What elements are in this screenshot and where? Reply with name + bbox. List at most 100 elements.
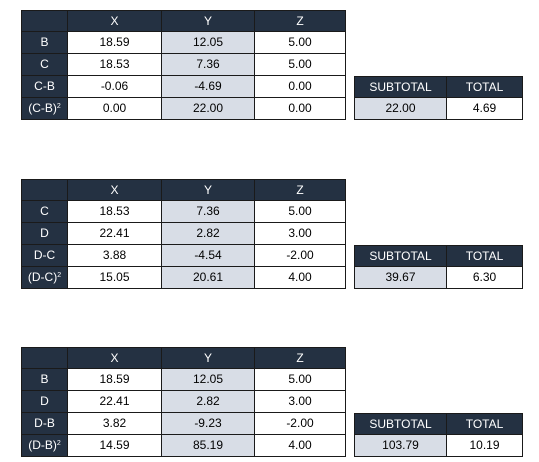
table-row: D 22.41 2.82 3.00 [21, 391, 523, 413]
row-label: D-C [21, 245, 68, 267]
header-y: Y [162, 10, 255, 32]
row-label: (C-B)2 [21, 98, 68, 120]
header-x: X [68, 10, 162, 32]
row-label: C [21, 54, 68, 76]
cell-y: 20.61 [162, 267, 255, 289]
row-label: C-B [21, 76, 68, 98]
table-row: (D-C)2 15.05 20.61 4.00 39.67 6.30 [21, 267, 523, 289]
row-label: B [21, 32, 68, 54]
subtotal-value: 103.79 [354, 435, 447, 457]
table-row: C-B -0.06 -4.69 0.00 SUBTOTAL TOTAL [21, 76, 523, 98]
table-row: D 22.41 2.82 3.00 [21, 223, 523, 245]
cell-y: 7.36 [162, 201, 255, 223]
cell-z: 0.00 [255, 98, 346, 120]
total-header: TOTAL [447, 413, 523, 435]
cell-y: -9.23 [162, 413, 255, 435]
cell-y: 7.36 [162, 54, 255, 76]
spacer [346, 76, 354, 98]
cell-y: -4.69 [162, 76, 255, 98]
subtotal-header: SUBTOTAL [354, 245, 447, 267]
table-row: (C-B)2 0.00 22.00 0.00 22.00 4.69 [21, 98, 523, 120]
spacer [346, 245, 354, 267]
row-label: C [21, 201, 68, 223]
cell-x: 0.00 [68, 98, 162, 120]
cell-x: 18.59 [68, 32, 162, 54]
cell-x: 3.82 [68, 413, 162, 435]
cell-z: -2.00 [255, 245, 346, 267]
total-value: 6.30 [447, 267, 523, 289]
subtotal-value: 39.67 [354, 267, 447, 289]
row-label: B [21, 369, 68, 391]
cell-y: 22.00 [162, 98, 255, 120]
cell-z: 5.00 [255, 54, 346, 76]
header-z: Z [255, 10, 346, 32]
cell-y: 12.05 [162, 32, 255, 54]
row-label-text: (D-C) [27, 270, 58, 284]
cell-z: 5.00 [255, 369, 346, 391]
corner-cell [21, 179, 68, 201]
cell-x: 18.53 [68, 54, 162, 76]
corner-cell [21, 347, 68, 369]
cell-z: 4.00 [255, 267, 346, 289]
total-header: TOTAL [447, 245, 523, 267]
header-row: X Y Z [21, 347, 523, 369]
spacer [346, 413, 354, 435]
table-row: C 18.53 7.36 5.00 [21, 201, 523, 223]
subtotal-header: SUBTOTAL [354, 413, 447, 435]
row-label: D [21, 391, 68, 413]
superscript: 2 [56, 440, 61, 447]
row-label: D-B [21, 413, 68, 435]
superscript: 2 [57, 272, 62, 279]
cell-x: 22.41 [68, 223, 162, 245]
table-row: B 18.59 12.05 5.00 [21, 369, 523, 391]
row-label-text: (D-B) [28, 438, 57, 452]
header-z: Z [255, 347, 346, 369]
header-row: X Y Z [21, 10, 523, 32]
table-row: C 18.53 7.36 5.00 [21, 54, 523, 76]
cell-y: 2.82 [162, 223, 255, 245]
cell-x: 3.88 [68, 245, 162, 267]
cell-x: 22.41 [68, 391, 162, 413]
cell-z: 5.00 [255, 32, 346, 54]
spacer [346, 98, 354, 120]
header-x: X [68, 179, 162, 201]
cell-x: 14.59 [68, 435, 162, 457]
total-header: TOTAL [447, 76, 523, 98]
total-value: 4.69 [447, 98, 523, 120]
cell-z: 3.00 [255, 223, 346, 245]
cell-x: 18.53 [68, 201, 162, 223]
cell-z: 3.00 [255, 391, 346, 413]
table-row: (D-B)2 14.59 85.19 4.00 103.79 10.19 [21, 435, 523, 457]
header-y: Y [162, 179, 255, 201]
header-z: Z [255, 179, 346, 201]
row-label: D [21, 223, 68, 245]
cell-z: -2.00 [255, 413, 346, 435]
cell-z: 4.00 [255, 435, 346, 457]
table-row: D-C 3.88 -4.54 -2.00 SUBTOTAL TOTAL [21, 245, 523, 267]
cell-y: 12.05 [162, 369, 255, 391]
subtotal-value: 22.00 [354, 98, 447, 120]
row-label-text: (C-B) [28, 101, 57, 115]
corner-cell [21, 10, 68, 32]
table-row: D-B 3.82 -9.23 -2.00 SUBTOTAL TOTAL [21, 413, 523, 435]
header-x: X [68, 347, 162, 369]
cell-y: -4.54 [162, 245, 255, 267]
cell-y: 2.82 [162, 391, 255, 413]
superscript: 2 [56, 103, 61, 110]
distance-table-c-b: X Y Z B 18.59 12.05 5.00 C 18.53 7.36 5.… [21, 10, 523, 120]
row-label: (D-B)2 [21, 435, 68, 457]
row-label: (D-C)2 [21, 267, 68, 289]
total-value: 10.19 [447, 435, 523, 457]
cell-y: 85.19 [162, 435, 255, 457]
distance-table-d-c: X Y Z C 18.53 7.36 5.00 D 22.41 2.82 3.0… [21, 179, 523, 289]
header-y: Y [162, 347, 255, 369]
header-row: X Y Z [21, 179, 523, 201]
cell-x: 15.05 [68, 267, 162, 289]
subtotal-header: SUBTOTAL [354, 76, 447, 98]
cell-x: -0.06 [68, 76, 162, 98]
cell-x: 18.59 [68, 369, 162, 391]
cell-z: 5.00 [255, 201, 346, 223]
distance-table-d-b: X Y Z B 18.59 12.05 5.00 D 22.41 2.82 3.… [21, 347, 523, 457]
spacer [346, 435, 354, 457]
table-row: B 18.59 12.05 5.00 [21, 32, 523, 54]
